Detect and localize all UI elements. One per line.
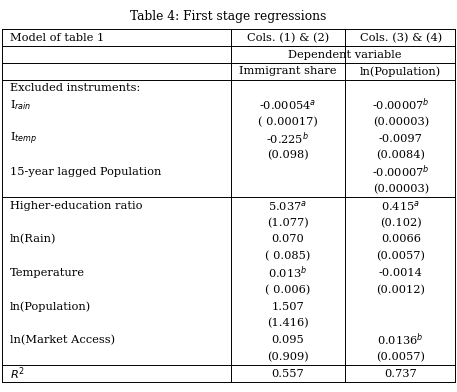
Text: ln(Rain): ln(Rain) [10, 234, 57, 245]
Text: ( 0.006): ( 0.006) [265, 285, 311, 295]
Text: (0.0057): (0.0057) [376, 352, 425, 362]
Text: (1.077): (1.077) [267, 218, 309, 228]
Text: -0.00054$^{a}$: -0.00054$^{a}$ [259, 98, 317, 112]
Text: 0.415$^{a}$: 0.415$^{a}$ [381, 199, 420, 213]
Text: (1.416): (1.416) [267, 318, 309, 328]
Text: Higher-education ratio: Higher-education ratio [10, 201, 143, 211]
Text: 1.507: 1.507 [271, 301, 304, 312]
Text: 0.095: 0.095 [271, 335, 304, 345]
Text: 0.557: 0.557 [271, 369, 304, 379]
Text: -0.00007$^{b}$: -0.00007$^{b}$ [372, 97, 430, 113]
Text: (0.0057): (0.0057) [376, 251, 425, 261]
Text: -0.0014: -0.0014 [379, 268, 423, 278]
Text: 0.013$^{b}$: 0.013$^{b}$ [268, 265, 308, 281]
Text: (0.00003): (0.00003) [372, 117, 429, 127]
Text: (0.102): (0.102) [380, 218, 422, 228]
Text: $R^{2}$: $R^{2}$ [10, 365, 25, 382]
Text: I$_{temp}$: I$_{temp}$ [10, 131, 37, 147]
Text: 0.737: 0.737 [384, 369, 417, 379]
Text: 0.0136$^{b}$: 0.0136$^{b}$ [377, 332, 424, 348]
Text: -0.0097: -0.0097 [379, 134, 423, 143]
Text: Excluded instruments:: Excluded instruments: [10, 83, 140, 93]
Text: ( 0.085): ( 0.085) [265, 251, 311, 261]
Text: (0.00003): (0.00003) [372, 184, 429, 194]
Text: ln(Market Access): ln(Market Access) [10, 335, 115, 345]
Text: ln(Population): ln(Population) [10, 301, 91, 312]
Text: (0.909): (0.909) [267, 352, 309, 362]
Text: ln(Population): ln(Population) [360, 66, 441, 77]
Text: I$_{rain}$: I$_{rain}$ [10, 98, 32, 112]
Text: -0.00007$^{b}$: -0.00007$^{b}$ [372, 164, 430, 180]
Text: Cols. (1) & (2): Cols. (1) & (2) [247, 33, 329, 43]
Text: 0.0066: 0.0066 [381, 234, 421, 244]
Text: -0.225$^{b}$: -0.225$^{b}$ [266, 130, 309, 147]
Text: 5.037$^{a}$: 5.037$^{a}$ [268, 199, 308, 213]
Text: Temperature: Temperature [10, 268, 85, 278]
Text: Cols. (3) & (4): Cols. (3) & (4) [360, 33, 442, 43]
Text: 0.070: 0.070 [271, 234, 304, 244]
Text: ( 0.00017): ( 0.00017) [258, 117, 318, 127]
Text: Dependent variable: Dependent variable [287, 50, 401, 60]
Text: Table 4: First stage regressions: Table 4: First stage regressions [130, 10, 327, 23]
Text: (0.0084): (0.0084) [376, 150, 425, 161]
Text: (0.0012): (0.0012) [376, 285, 425, 295]
Text: Model of table 1: Model of table 1 [10, 33, 104, 43]
Text: Immigrant share: Immigrant share [239, 66, 337, 76]
Text: (0.098): (0.098) [267, 150, 309, 161]
Text: 15-year lagged Population: 15-year lagged Population [10, 167, 161, 177]
